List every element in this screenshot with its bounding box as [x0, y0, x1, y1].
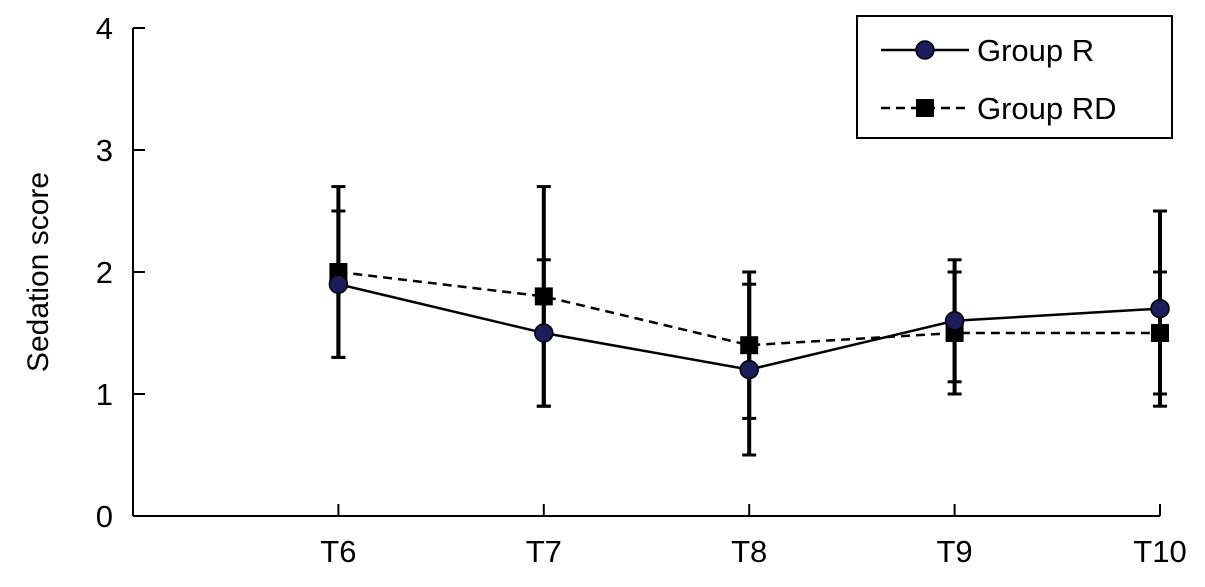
- data-point-group-r: [534, 323, 554, 343]
- y-tick-label: 3: [96, 133, 113, 168]
- legend-label-group-r: Group R: [977, 33, 1094, 68]
- legend: Group R Group RD: [856, 15, 1173, 139]
- x-tick-label: T6: [320, 534, 356, 569]
- data-point-group-r: [1150, 298, 1170, 319]
- x-tick-label: T10: [1133, 534, 1186, 569]
- legend-marker-group-rd: [916, 99, 934, 117]
- data-point-group-r: [328, 274, 349, 294]
- y-tick-label: 2: [96, 255, 113, 290]
- y-axis-label: Sedation score: [22, 172, 55, 372]
- y-tick-label: 1: [96, 377, 113, 412]
- data-point-group-rd: [1151, 324, 1169, 342]
- series-line-group-rd: [338, 270, 1160, 347]
- axes: 0 1 2 3 4 T6 T7 T8 T9 T10: [96, 11, 1187, 569]
- series-markers: [328, 263, 1170, 380]
- data-point-group-rd: [534, 287, 553, 306]
- y-tick-label: 0: [96, 499, 113, 534]
- legend-marker-group-r: [915, 40, 935, 60]
- x-tick-label: T8: [731, 534, 767, 569]
- legend-box: [856, 15, 1173, 139]
- legend-label-group-rd: Group RD: [977, 91, 1117, 126]
- error-bars: [331, 185, 1167, 457]
- y-tick-label: 4: [96, 11, 113, 46]
- data-point-group-r: [739, 359, 759, 380]
- data-point-group-r: [944, 311, 965, 331]
- data-point-group-rd: [740, 336, 759, 355]
- x-tick-label: T7: [526, 534, 562, 569]
- x-tick-label: T9: [937, 534, 973, 569]
